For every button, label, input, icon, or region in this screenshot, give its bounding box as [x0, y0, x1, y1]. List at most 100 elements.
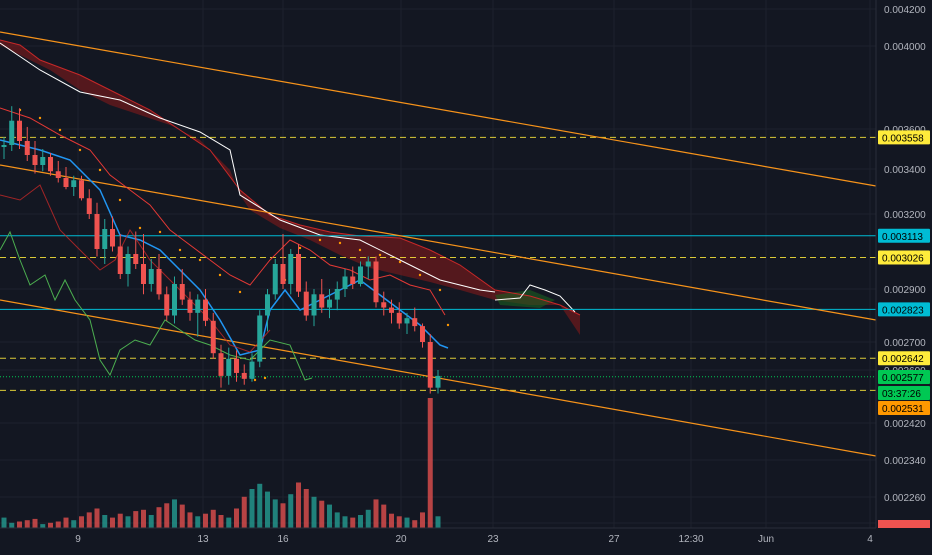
volume-bar: [125, 516, 131, 528]
volume-bar: [210, 509, 216, 528]
time-tick-label: 23: [487, 534, 499, 545]
volume-bar: [102, 515, 108, 528]
candle-body: [86, 198, 92, 214]
price-marker-box: [878, 351, 930, 366]
sar-dot: [118, 198, 122, 202]
candle-body: [17, 120, 22, 141]
time-tick-label: 16: [277, 534, 289, 545]
price-tick-label: 0.002260: [884, 493, 926, 504]
volume-bar: [195, 516, 201, 528]
candle-body: [288, 254, 294, 284]
candle-body: [102, 229, 108, 249]
volume-bar: [373, 499, 379, 528]
candle-body: [117, 246, 123, 274]
candle-body: [404, 318, 410, 324]
candle-body: [381, 302, 387, 308]
volume-bar: [9, 522, 15, 528]
price-marker-label: 0.002642: [882, 354, 924, 365]
volume-bar: [117, 513, 123, 528]
candles-layer: [1, 106, 441, 394]
sar-dot: [298, 246, 302, 250]
candle-body: [79, 180, 84, 199]
volume-bar: [288, 494, 294, 528]
volume-bar: [24, 520, 30, 528]
price-marker-box: [878, 250, 930, 265]
price-marker-label: 03:37:26: [882, 389, 921, 400]
volume-bar: [272, 499, 278, 528]
volume-bar: [48, 522, 53, 528]
candle-body: [427, 342, 433, 388]
sar-dot: [198, 258, 202, 262]
candle-body: [195, 299, 201, 313]
price-marker-box: [878, 401, 930, 415]
ichimoku-cloud-layer: [0, 39, 581, 335]
volume-bar: [350, 517, 356, 528]
candle-body: [272, 264, 278, 295]
price-marker-box: [878, 228, 930, 243]
candle-body: [303, 291, 309, 316]
volume-bar: [389, 513, 394, 528]
candle-body: [435, 375, 441, 388]
trendline-upper: [0, 31, 877, 187]
sar-dot: [98, 168, 102, 172]
volume-layer: [1, 398, 441, 528]
candle-body: [257, 315, 263, 362]
candle-body: [420, 326, 425, 342]
volume-bar: [141, 509, 146, 528]
price-marker-label: 0.003558: [882, 133, 924, 144]
volume-bar: [427, 398, 433, 528]
volume-bar: [79, 516, 84, 528]
candle-body: [218, 353, 224, 376]
price-marker-box: [878, 386, 930, 400]
volume-bar: [110, 517, 115, 528]
volume-bar: [1, 517, 7, 528]
candle-body: [249, 361, 255, 379]
time-tick-label: 9: [75, 534, 81, 545]
sar-dot: [378, 253, 382, 257]
volume-bar: [94, 508, 100, 528]
candle-body: [226, 358, 232, 376]
volume-bar: [257, 483, 263, 528]
candle-body: [203, 299, 208, 321]
price-marker-box: [878, 130, 930, 145]
candle-body: [141, 264, 146, 284]
volume-bar: [420, 512, 425, 528]
candle-body: [48, 157, 53, 172]
volume-bar: [218, 515, 224, 528]
candle-body: [24, 141, 30, 155]
volume-bar: [63, 517, 69, 528]
time-tick-label: Jun: [758, 534, 774, 545]
price-tick-label: 0.003400: [884, 165, 926, 176]
sar-dot: [338, 241, 342, 245]
candle-body: [125, 254, 131, 274]
sar-dot: [318, 238, 322, 242]
volume-bar: [412, 520, 418, 528]
candle-body: [110, 229, 115, 247]
price-marker-label: 0.002823: [882, 305, 924, 316]
candle-body: [234, 358, 239, 373]
candle-body: [32, 155, 38, 165]
candle-body: [319, 294, 325, 308]
time-tick-label: 20: [395, 534, 407, 545]
candle-body: [133, 254, 139, 264]
candle-body: [55, 171, 61, 178]
base-line-lower: [0, 184, 271, 353]
sar-dot: [253, 378, 257, 382]
candle-body: [342, 276, 348, 289]
price-axis-panel[interactable]: [876, 0, 932, 550]
volume-bar: [164, 503, 170, 528]
candle-body: [373, 261, 379, 303]
candle-body: [63, 178, 69, 187]
candle-body: [71, 180, 77, 187]
sar-dot: [138, 226, 142, 230]
candle-body: [327, 299, 332, 308]
volume-bar: [381, 504, 387, 528]
sar-dot: [58, 128, 62, 132]
candle-body: [296, 254, 301, 292]
sar-dot: [78, 148, 82, 152]
cloud-edge-line: [494, 284, 576, 313]
volume-bar: [234, 508, 239, 528]
price-marker-label: 0.002577: [882, 373, 924, 384]
